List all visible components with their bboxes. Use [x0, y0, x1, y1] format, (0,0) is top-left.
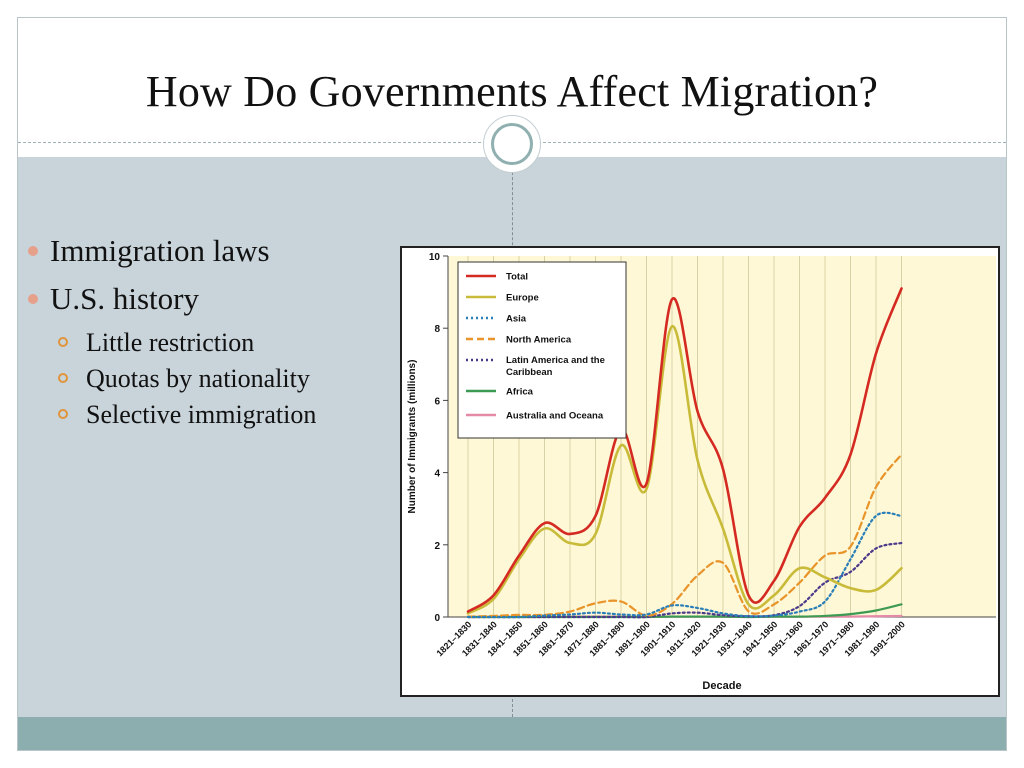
series-line-latin-america-and-the-caribbean [466, 541, 903, 619]
subbullet-label: Little restriction [86, 328, 255, 357]
bullet-ring-icon [58, 409, 68, 419]
x-axis-label: Decade [702, 680, 741, 692]
slide-title: How Do Governments Affect Migration? [145, 67, 879, 116]
y-tick-label: 2 [434, 541, 440, 552]
circle-ornament-inner [491, 123, 533, 165]
bottom-band [18, 717, 1006, 750]
bullet-list: Immigration laws U.S. history Little res… [26, 232, 386, 436]
legend-label: Africa [506, 387, 534, 398]
y-axis-label: Number of Immigrants (millions) [407, 360, 418, 514]
series-line-north-america [466, 453, 903, 618]
subbullet-item-selective: Selective immigration [56, 400, 386, 430]
bullet-ring-icon [58, 337, 68, 347]
series-line-total [466, 287, 903, 613]
circle-ornament-icon [483, 115, 541, 173]
legend-label: North America [506, 335, 572, 346]
legend-box [457, 261, 627, 439]
y-tick-label: 10 [429, 252, 441, 263]
series-line-europe [466, 325, 903, 615]
bullet-item-us-history: U.S. history [26, 280, 386, 318]
subbullet-item-quotas: Quotas by nationality [56, 364, 386, 394]
subbullet-label: Selective immigration [86, 400, 317, 429]
legend-label: Australia and Oceana [506, 411, 604, 422]
bullet-item-immigration-laws: Immigration laws [26, 232, 386, 270]
immigration-chart: 0 2 4 6 8 10 1821–1830 1831–1840 1841–1850 1851–1… [400, 246, 1000, 697]
subbullet-item-little-restriction: Little restriction [56, 328, 386, 358]
y-tick-label: 8 [434, 324, 440, 335]
legend-label: Asia [506, 314, 527, 325]
legend-label: Europe [506, 293, 539, 304]
subbullet-label: Quotas by nationality [86, 364, 310, 393]
chart-svg: 02468101821–18301831–18401841–18501851–1… [407, 252, 996, 692]
legend-label: Latin America and the Caribbean [506, 355, 605, 378]
series-line-asia [466, 511, 903, 619]
y-tick-label: 4 [434, 469, 440, 480]
bullet-dot-icon [28, 246, 38, 256]
bullet-label: U.S. history [50, 281, 199, 316]
bullet-label: Immigration laws [50, 233, 270, 268]
y-tick-label: 6 [434, 396, 440, 407]
legend-label: Total [506, 272, 528, 283]
bullet-ring-icon [58, 373, 68, 383]
bullet-dot-icon [28, 294, 38, 304]
y-tick-label: 0 [434, 613, 440, 624]
